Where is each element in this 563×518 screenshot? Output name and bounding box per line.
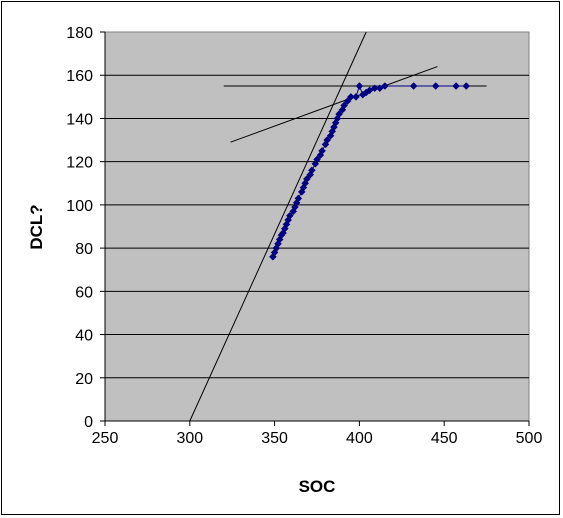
y-tick-labels: 0 20 40 60 80 100 120 140 160 180 (66, 25, 105, 431)
reference-line-steep-fit (189, 31, 367, 422)
y-tick-label: 120 (66, 155, 93, 172)
x-axis-title: SOC (299, 477, 336, 496)
data-point (462, 82, 471, 90)
data-point (318, 147, 326, 155)
data-point (302, 175, 311, 183)
data-point (370, 84, 379, 93)
y-tick-label: 60 (75, 284, 93, 301)
data-point (452, 82, 460, 90)
x-tick-label: 450 (431, 430, 458, 447)
data-point (343, 97, 352, 106)
y-tick-label: 100 (66, 198, 93, 215)
data-point (355, 82, 364, 90)
y-tick-label: 80 (75, 241, 93, 258)
x-tick-label: 300 (176, 430, 203, 447)
y-tick-label: 160 (66, 68, 93, 85)
y-tick-label: 40 (75, 328, 93, 345)
data-markers (269, 82, 471, 261)
x-tick-label: 400 (346, 430, 373, 447)
y-tick-label: 140 (66, 111, 93, 128)
data-point (313, 155, 321, 164)
data-point (335, 110, 343, 118)
y-tick-label: 0 (84, 414, 93, 431)
y-axis-title: DCL? (27, 204, 46, 249)
data-point (340, 101, 348, 110)
reference-line-shallow-fit (230, 66, 438, 143)
x-tick-label: 500 (516, 430, 543, 447)
data-point (286, 211, 294, 220)
data-point (380, 82, 389, 90)
x-tick-labels: 250 300 350 400 450 500 (92, 421, 543, 447)
data-point (431, 82, 440, 90)
data-point (323, 136, 332, 144)
data-point (409, 82, 418, 90)
x-tick-label: 250 (92, 430, 119, 447)
data-point (352, 92, 360, 101)
data-point (347, 92, 355, 101)
x-tick-label: 350 (261, 430, 288, 447)
y-tick-label: 20 (75, 371, 93, 388)
data-point (294, 194, 303, 203)
plot-area (104, 31, 530, 422)
data-point (308, 166, 316, 175)
y-tick-label: 180 (66, 25, 93, 42)
